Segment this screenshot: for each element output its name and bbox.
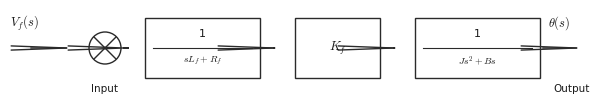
Bar xyxy=(145,18,260,78)
Text: 1: 1 xyxy=(199,29,206,39)
Text: $K_f$: $K_f$ xyxy=(329,40,346,56)
Bar xyxy=(415,18,540,78)
Text: $Js^2+Bs$: $Js^2+Bs$ xyxy=(458,54,497,68)
Text: Input: Input xyxy=(92,84,118,94)
Bar xyxy=(295,18,380,78)
Text: $\theta(s)$: $\theta(s)$ xyxy=(548,14,570,32)
Text: 1: 1 xyxy=(474,29,481,39)
Text: $V_f(s)$: $V_f(s)$ xyxy=(10,14,39,33)
Text: Output: Output xyxy=(554,84,590,94)
Text: $sL_f+R_f$: $sL_f+R_f$ xyxy=(183,55,222,67)
